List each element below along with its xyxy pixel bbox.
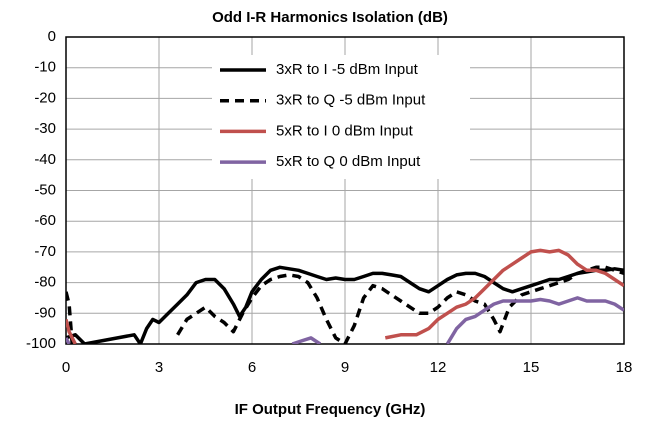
- y-tick-label: -20: [34, 89, 56, 106]
- y-tick-label: -60: [34, 212, 56, 229]
- x-axis-label: IF Output Frequency (GHz): [235, 401, 426, 418]
- series-line: [66, 296, 624, 344]
- y-tick-label: -30: [34, 120, 56, 137]
- series-line: [66, 248, 624, 344]
- y-tick-label: -50: [34, 181, 56, 198]
- y-tick-label: -100: [26, 335, 56, 352]
- legend-label: 3xR to Q -5 dBm Input: [276, 92, 426, 109]
- series-line: [66, 265, 624, 344]
- x-tick-label: 15: [523, 359, 540, 376]
- x-tick-label: 6: [248, 359, 256, 376]
- y-tick-label: -10: [34, 59, 56, 76]
- legend-box: [212, 55, 470, 179]
- legend-label: 5xR to I 0 dBm Input: [276, 122, 414, 139]
- y-tick-label: 0: [48, 28, 56, 45]
- y-tick-label: -90: [34, 304, 56, 321]
- chart-title: Odd I-R Harmonics Isolation (dB): [212, 9, 448, 26]
- y-tick-label: -40: [34, 151, 56, 168]
- x-tick-label: 0: [62, 359, 70, 376]
- y-tick-label: -70: [34, 243, 56, 260]
- legend-label: 3xR to I -5 dBm Input: [276, 61, 419, 78]
- x-tick-label: 18: [616, 359, 633, 376]
- x-tick-label: 3: [155, 359, 163, 376]
- x-tick-label: 12: [430, 359, 447, 376]
- legend-label: 5xR to Q 0 dBm Input: [276, 153, 421, 170]
- series-line: [66, 265, 624, 344]
- plot-lines: [66, 248, 624, 344]
- x-tick-label: 9: [341, 359, 349, 376]
- y-tick-label: -80: [34, 274, 56, 291]
